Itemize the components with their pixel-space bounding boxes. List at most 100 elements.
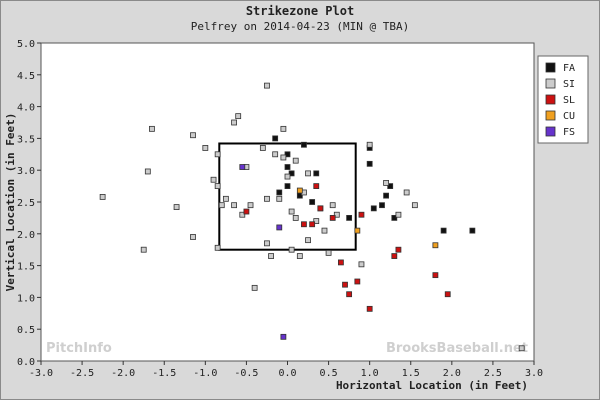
pitch-point-si bbox=[251, 284, 258, 291]
pitch-point-si bbox=[99, 194, 106, 200]
pitch-point-si bbox=[247, 202, 254, 209]
chart-title: Strikezone Plot bbox=[245, 4, 355, 18]
x-tick-label: 0.0 bbox=[278, 368, 296, 379]
pitch-point-si bbox=[518, 345, 525, 352]
pitch-point-fa bbox=[346, 214, 353, 221]
y-tick-label: 4.0 bbox=[17, 103, 35, 114]
pitch-point-sl bbox=[301, 221, 307, 228]
pitch-point-si bbox=[272, 151, 279, 158]
legend: FA SI SL CU FS bbox=[537, 55, 589, 144]
pitch-point-sl bbox=[317, 205, 324, 212]
pitch-point-si bbox=[280, 125, 287, 132]
pitch-point-fa bbox=[309, 199, 316, 205]
pitch-point-si bbox=[259, 145, 266, 151]
y-axis-label: Vertical Location (in Feet) bbox=[4, 113, 17, 292]
pitch-point-si bbox=[149, 125, 155, 132]
pitch-point-si bbox=[268, 253, 274, 259]
pitch-point-fa bbox=[284, 151, 291, 158]
pitch-point-sl bbox=[432, 272, 439, 279]
pitch-point-fa bbox=[272, 135, 279, 142]
pitch-point-sl bbox=[309, 221, 316, 228]
pitch-point-fs bbox=[280, 333, 287, 340]
pitch-point-fa bbox=[301, 141, 307, 148]
plot-area bbox=[40, 42, 535, 362]
pitch-point-si bbox=[144, 168, 151, 175]
pitch-point-si bbox=[214, 151, 221, 158]
pitch-point-sl bbox=[342, 281, 348, 288]
pitch-point-sl bbox=[346, 291, 353, 298]
pitch-point-fa bbox=[440, 227, 447, 234]
x-tick-label: 1.0 bbox=[361, 368, 379, 379]
pitch-point-fa bbox=[313, 170, 320, 177]
x-tick-label: -1.5 bbox=[152, 368, 176, 379]
pitch-point-si bbox=[202, 145, 209, 151]
pitch-point-si bbox=[239, 211, 246, 218]
legend-label-si: SI bbox=[563, 79, 575, 90]
pitch-point-si bbox=[235, 113, 242, 120]
pitch-points bbox=[99, 82, 525, 352]
x-axis-ticks: -3.0 -2.5 -2.0 -1.5 -1.0 -0.5 0.0 0.5 1.0 1.5 2.0 2… bbox=[29, 361, 543, 379]
pitch-point-si bbox=[288, 208, 295, 215]
y-tick-label: 0.0 bbox=[17, 357, 35, 368]
pitch-point-sl bbox=[395, 246, 402, 253]
pitch-point-fa bbox=[366, 160, 373, 167]
legend-swatch-sl bbox=[545, 94, 556, 105]
pitch-point-si bbox=[173, 204, 180, 210]
x-tick-label: -2.0 bbox=[111, 368, 135, 379]
pitch-point-fa bbox=[276, 189, 283, 196]
pitch-point-si bbox=[321, 227, 328, 234]
pitch-point-si bbox=[280, 154, 287, 161]
pitch-point-si bbox=[218, 202, 225, 209]
pitch-point-cu bbox=[296, 187, 303, 194]
legend-swatch-si bbox=[545, 78, 556, 89]
chart-subtitle: Pelfrey on 2014-04-23 (MIN @ TBA) bbox=[190, 20, 410, 33]
pitch-point-si bbox=[264, 195, 270, 202]
watermark-pitchinfo: PitchInfo bbox=[46, 341, 112, 356]
pitch-point-si bbox=[276, 195, 283, 202]
x-tick-label: 0.5 bbox=[320, 368, 338, 379]
y-tick-label: 4.5 bbox=[17, 71, 35, 82]
pitch-point-sl bbox=[329, 214, 336, 221]
pitch-point-sl bbox=[391, 253, 398, 259]
y-tick-label: 1.0 bbox=[17, 293, 35, 304]
pitch-point-fa bbox=[469, 227, 476, 234]
x-tick-label: -2.5 bbox=[70, 368, 94, 379]
pitch-point-si bbox=[222, 195, 229, 202]
pitch-point-si bbox=[296, 253, 303, 259]
pitch-point-si bbox=[190, 132, 196, 139]
x-axis-label: Horizontal Location (in Feet) bbox=[336, 379, 528, 392]
pitch-point-si bbox=[366, 141, 373, 148]
y-tick-label: 2.5 bbox=[17, 198, 35, 209]
pitch-point-sl bbox=[243, 208, 250, 215]
pitch-point-fa bbox=[379, 202, 385, 209]
strike-zone-box bbox=[218, 142, 357, 251]
y-tick-label: 3.0 bbox=[17, 166, 35, 177]
pitch-point-fa bbox=[391, 214, 398, 221]
y-tick-label: 3.5 bbox=[17, 134, 35, 145]
x-tick-label: -1.0 bbox=[193, 368, 217, 379]
pitch-point-fa bbox=[370, 205, 377, 212]
pitch-point-fa bbox=[288, 170, 295, 177]
pitch-point-cu bbox=[354, 227, 361, 234]
pitch-point-si bbox=[305, 237, 311, 244]
pitch-point-si bbox=[214, 244, 221, 251]
pitch-point-si bbox=[403, 189, 410, 196]
y-tick-label: 5.0 bbox=[17, 39, 35, 50]
pitch-point-sl bbox=[358, 211, 365, 218]
watermark-brooksbaseball: BrooksBaseball.net bbox=[386, 341, 528, 356]
y-tick-label: 2.0 bbox=[17, 230, 35, 241]
pitch-point-sl bbox=[338, 259, 344, 266]
legend-label-fs: FS bbox=[563, 127, 575, 138]
pitch-point-si bbox=[214, 183, 221, 190]
pitch-point-si bbox=[231, 119, 237, 126]
pitch-point-si bbox=[383, 180, 390, 186]
pitch-point-fa bbox=[383, 192, 390, 199]
pitch-point-si bbox=[292, 214, 299, 221]
pitch-point-si bbox=[329, 202, 336, 209]
pitch-point-si bbox=[411, 202, 418, 209]
x-tick-label: 2.5 bbox=[484, 368, 502, 379]
pitch-point-si bbox=[210, 176, 217, 183]
x-tick-label: 2.0 bbox=[443, 368, 461, 379]
pitch-point-si bbox=[288, 246, 295, 253]
